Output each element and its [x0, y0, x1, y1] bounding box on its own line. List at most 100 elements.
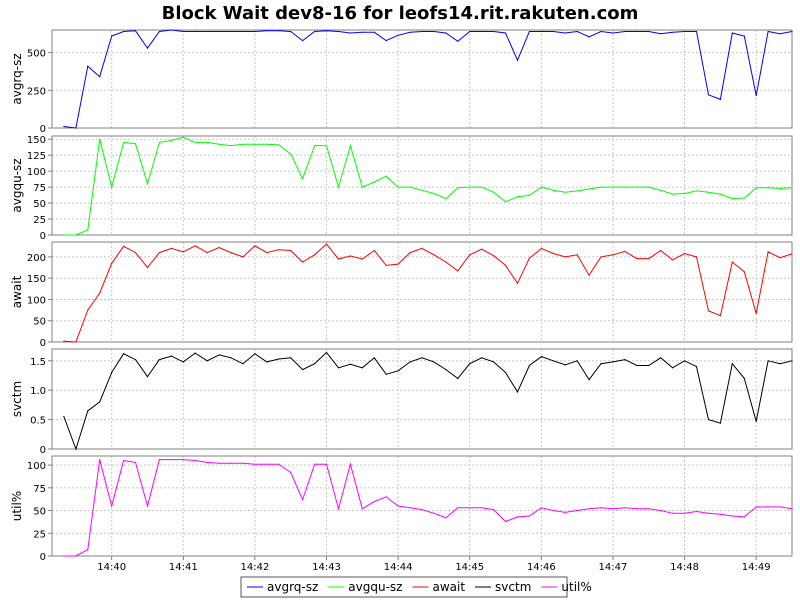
data-point	[409, 252, 411, 254]
data-point	[230, 357, 232, 359]
data-point	[325, 30, 328, 32]
y-axis-label: util%	[10, 491, 24, 521]
data-point	[755, 95, 757, 97]
data-point	[373, 500, 375, 503]
y-tick-label: 100	[27, 295, 46, 306]
data-point	[743, 35, 745, 37]
data-point	[99, 76, 101, 78]
data-point	[194, 245, 196, 247]
data-point	[731, 261, 733, 263]
data-point	[719, 98, 722, 100]
data-point	[600, 507, 602, 509]
data-point	[684, 30, 686, 33]
data-point	[111, 371, 113, 374]
data-point	[791, 30, 793, 33]
data-point	[314, 363, 316, 365]
y-tick-label: 0	[40, 124, 46, 135]
data-point	[87, 65, 89, 67]
data-point	[707, 419, 710, 421]
data-point	[170, 29, 172, 31]
data-point	[409, 186, 411, 188]
data-point	[182, 136, 184, 138]
data-point	[481, 248, 483, 250]
data-point	[302, 499, 304, 501]
data-point	[63, 340, 65, 342]
data-point	[385, 264, 387, 266]
data-point	[504, 520, 507, 523]
x-tick-label: 14:43	[312, 562, 341, 573]
legend-label: avgrq-sz	[267, 580, 318, 594]
data-point	[576, 509, 578, 512]
data-point	[123, 245, 125, 247]
data-point	[99, 459, 101, 461]
data-point	[767, 30, 769, 33]
data-point	[421, 357, 423, 359]
data-point	[170, 459, 172, 461]
data-point	[469, 363, 471, 365]
data-point	[791, 360, 793, 362]
data-point	[648, 258, 650, 260]
data-point	[302, 40, 304, 42]
data-point	[373, 181, 375, 183]
data-point	[600, 256, 602, 258]
data-point	[146, 505, 149, 507]
data-point	[170, 247, 172, 249]
data-point	[660, 357, 662, 359]
data-point	[325, 145, 328, 147]
data-point	[743, 271, 745, 273]
legend-item: util%	[541, 580, 592, 594]
data-point	[87, 549, 89, 551]
data-point	[516, 282, 519, 284]
data-point	[242, 462, 244, 464]
data-point	[457, 507, 459, 509]
data-point	[123, 30, 125, 33]
data-point	[206, 30, 208, 33]
data-point	[767, 251, 769, 253]
data-point	[254, 353, 256, 355]
chart-title: Block Wait dev8-16 for leofs14.rit.rakut…	[162, 3, 639, 24]
panel-frame	[51, 135, 793, 236]
data-point	[767, 187, 769, 189]
data-point	[290, 30, 292, 33]
data-point	[493, 361, 495, 363]
data-point	[361, 367, 363, 369]
x-tick-label: 14:40	[97, 562, 126, 573]
legend-item: svctm	[475, 580, 531, 594]
data-point	[290, 249, 292, 252]
data-point	[361, 186, 363, 188]
data-point	[516, 196, 519, 198]
data-point	[600, 186, 602, 188]
data-point	[636, 186, 638, 188]
data-point	[325, 243, 328, 245]
data-point	[218, 143, 220, 145]
data-point	[266, 463, 268, 465]
data-point	[158, 30, 160, 33]
data-point	[636, 30, 638, 33]
data-point	[624, 507, 626, 509]
data-point	[755, 420, 757, 422]
data-point	[63, 555, 65, 557]
data-point	[99, 292, 101, 294]
data-point	[87, 309, 89, 311]
data-point	[493, 255, 495, 257]
data-point	[242, 256, 244, 258]
data-point	[218, 354, 220, 356]
data-point	[158, 359, 160, 361]
data-point	[743, 516, 745, 518]
y-axis-label: avgrq-sz	[10, 53, 24, 104]
data-point	[87, 229, 89, 231]
data-point	[254, 463, 256, 465]
data-point	[469, 186, 471, 188]
data-point	[695, 366, 698, 368]
data-point	[337, 186, 340, 188]
legend-label: svctm	[495, 580, 531, 594]
y-tick-label: 1.0	[30, 386, 46, 397]
data-point	[325, 463, 328, 465]
data-point	[123, 459, 125, 462]
data-point	[230, 145, 232, 147]
data-point	[493, 191, 495, 193]
data-point	[528, 364, 531, 367]
data-point	[457, 187, 459, 189]
data-point	[528, 194, 531, 196]
data-point	[218, 246, 220, 249]
